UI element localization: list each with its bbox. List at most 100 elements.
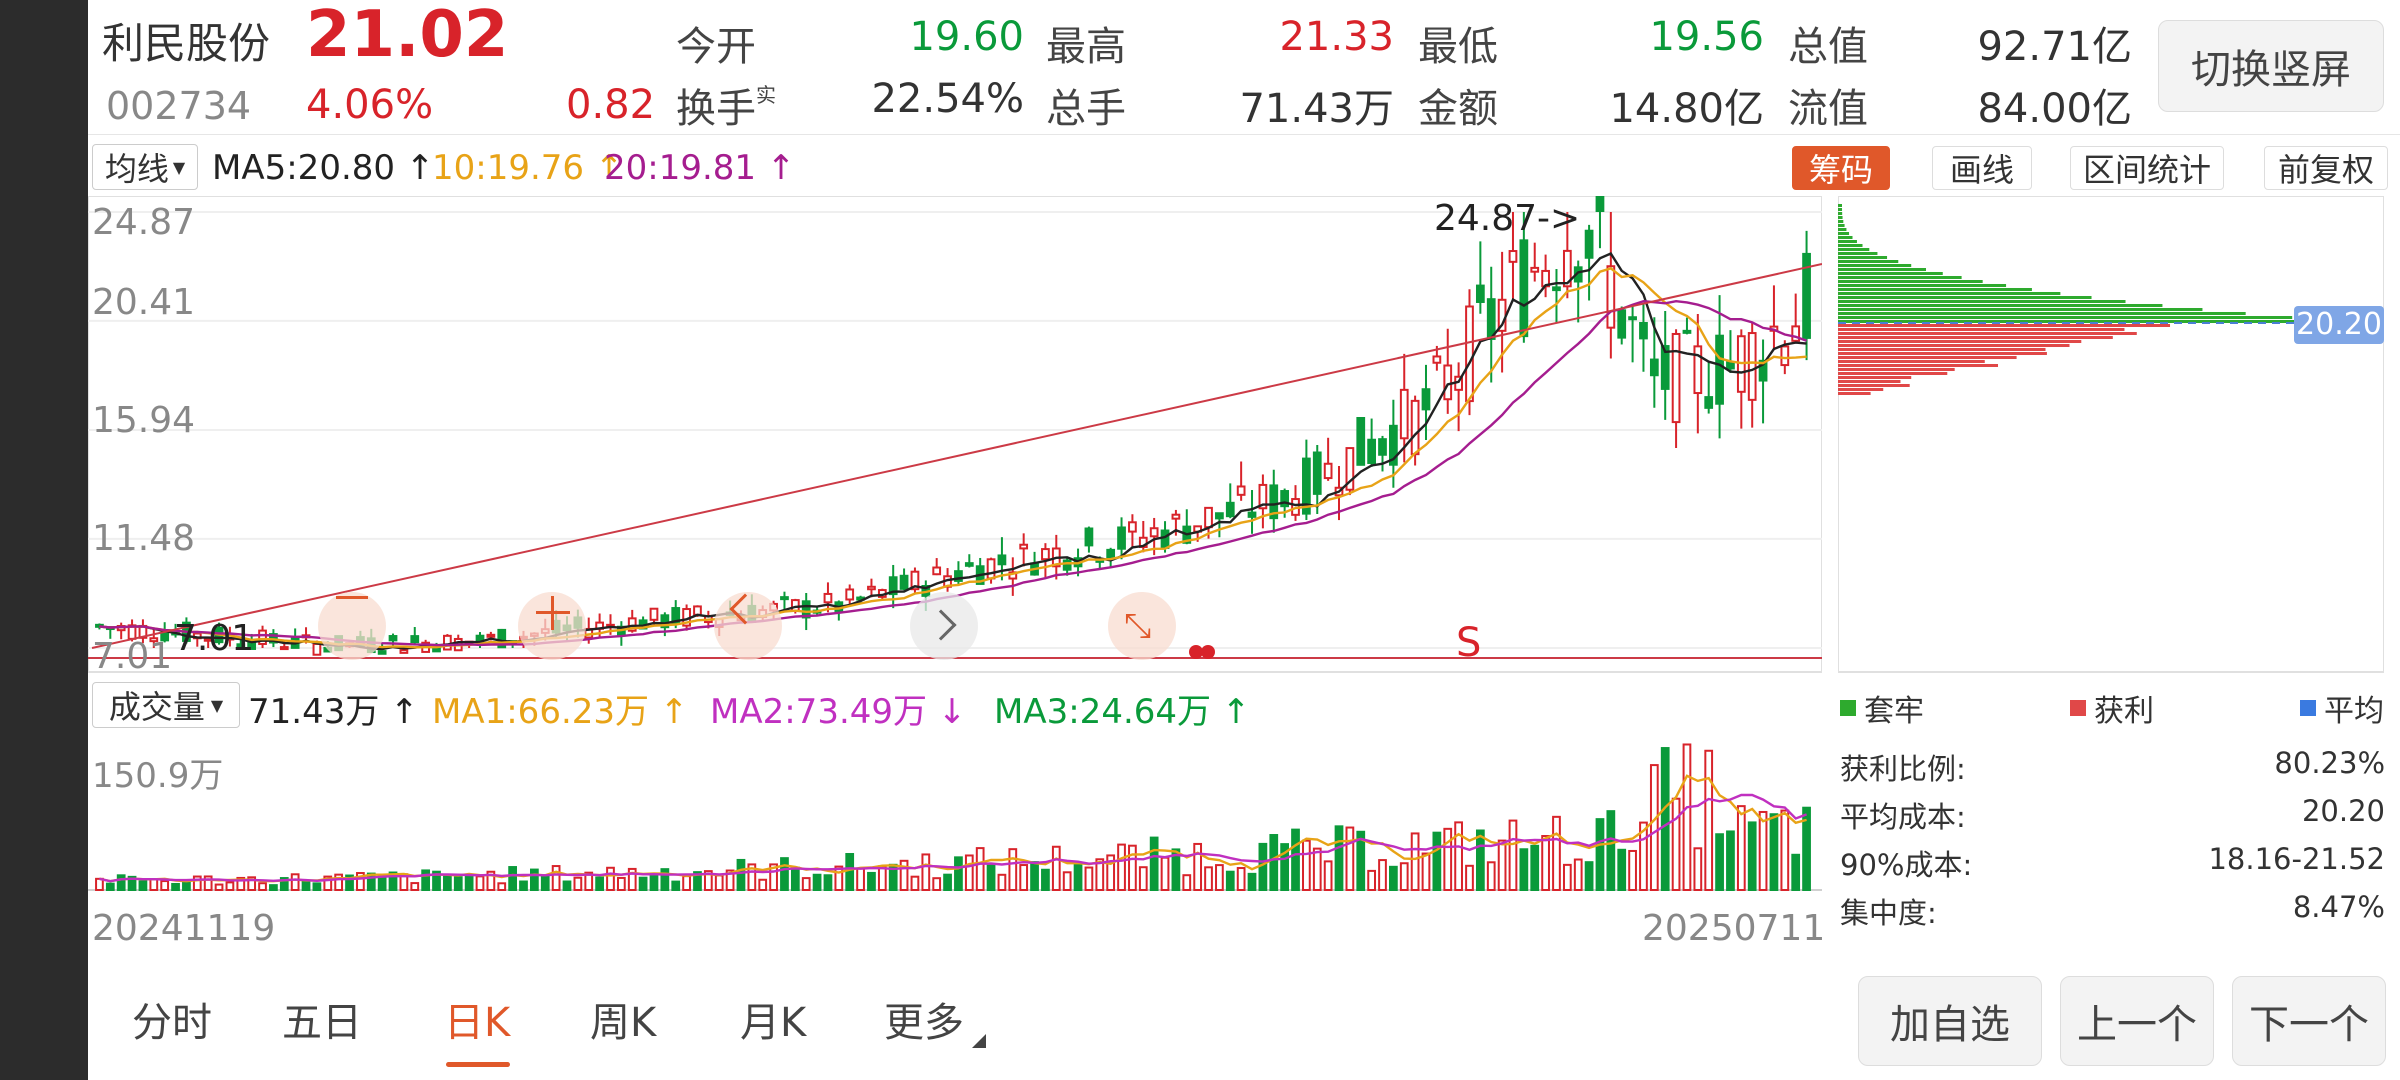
candle-body [399,649,409,654]
candle-body [1595,196,1605,213]
candle-body [1802,252,1811,339]
stat-label: 获利比例: [1840,752,1966,786]
volume-bar [1454,821,1463,891]
chip-bar [1838,336,2113,339]
chips-button[interactable]: 筹码 [1792,146,1890,190]
volume-bar [1312,847,1322,891]
kline-chart[interactable] [88,196,1822,676]
volume-bar [1682,743,1692,891]
chip-bar [1838,220,1844,223]
chip-bar [1838,320,2343,323]
chip-bar [1838,248,1870,251]
more-corner-icon [972,1034,986,1048]
volume-bar [671,880,681,892]
volume-bar [1171,848,1181,891]
left-edge-bar [0,0,88,1080]
volume-bar [627,867,637,891]
candle-body [1682,329,1692,334]
volume-bar [1791,853,1801,891]
candle-body [1465,305,1474,403]
volume-value: 71.43万 [1239,86,1394,132]
plus-icon[interactable] [536,596,570,630]
chip-bar [1838,272,1943,275]
tab-weekly-k[interactable]: 周K [590,1000,657,1046]
volume-bar [225,881,235,892]
candle-body [1258,483,1268,510]
volume-bar [801,877,811,891]
volume-bar [551,865,561,892]
candle-body [910,570,920,591]
volume-bar [323,875,333,891]
next-stock-button[interactable]: 下一个 [2232,976,2386,1066]
candle-body [1062,559,1072,571]
shrink-icon[interactable]: ⤡ [1124,606,1152,646]
candle-body [954,570,963,582]
volume-bar [443,873,452,891]
volume-bar [1117,843,1126,891]
volume-bar [693,871,702,891]
stat-value: 18.16-21.52 [2208,842,2385,876]
volume-bar [1334,825,1344,891]
volume-bar [1421,852,1431,891]
volume-bar [964,854,974,891]
draw-line-button[interactable]: 画线 [1932,146,2032,190]
volume-bar [388,871,398,892]
candle-body [1312,451,1322,495]
volume-bar [638,876,648,891]
volume-bar [714,874,724,891]
chip-bar [1838,392,1871,395]
candle-body [1704,396,1714,409]
volume-bar [867,871,876,892]
volume-bar [1225,870,1235,891]
tab-monthly-k[interactable]: 月K [740,1000,807,1046]
tab-daily-k[interactable]: 日K [444,1000,511,1046]
chip-bar [1838,352,2047,355]
volume-select[interactable]: 成交量 ▼ [92,682,240,728]
candle-body [388,635,398,642]
volume-label: 总手 [1046,86,1126,132]
dropdown-arrow-icon: ▼ [210,695,224,715]
volume-bar [616,876,626,891]
indicator-select[interactable]: 均线 ▼ [92,144,198,190]
tab-five-day[interactable]: 五日 [282,1000,362,1046]
prev-stock-button[interactable]: 上一个 [2060,976,2214,1066]
chip-bar [1838,388,1884,391]
volume-bar [356,872,365,892]
range-stats-button[interactable]: 区间统计 [2070,146,2224,190]
candle-body [1149,527,1159,538]
volume-bar [1432,831,1442,892]
tab-intraday[interactable]: 分时 [132,1000,212,1046]
volume-chart[interactable] [88,736,1822,896]
candle-body [1562,249,1572,288]
candle-body [1421,388,1431,411]
stat-label: 集中度: [1840,896,1937,930]
chip-bar [1838,212,1843,215]
vol-ma2: MA2:73.49万 ↓ [710,692,967,732]
volume-bar [1160,856,1170,891]
volume-bar [1606,810,1616,891]
candle-body [1628,316,1637,321]
candle-body [1345,447,1355,491]
volume-bar [192,875,202,892]
candle-body [1356,417,1366,466]
volume-select-label: 成交量 [108,688,205,726]
volume-bar [845,853,855,891]
candle-body [1171,513,1181,520]
volume-bar [1280,843,1290,891]
candle-body [1475,284,1485,303]
chip-bar [1838,300,2126,303]
candle-body [1019,543,1029,550]
adjust-button[interactable]: 前复权 [2264,146,2388,190]
tab-more[interactable]: 更多 [884,1000,964,1046]
volume-bar [1628,849,1637,891]
candle-body [497,628,507,649]
chip-bar [1838,360,1985,363]
add-watchlist-button[interactable]: 加自选 [1858,976,2042,1066]
chip-distribution[interactable] [1838,196,2384,674]
chip-bar [1838,216,1843,219]
chip-bar [1838,368,1955,371]
minus-icon[interactable] [336,596,368,599]
toggle-portrait-button[interactable]: 切换竖屏 [2158,20,2384,112]
volume-bar [1780,809,1790,891]
volume-bar [823,874,833,891]
